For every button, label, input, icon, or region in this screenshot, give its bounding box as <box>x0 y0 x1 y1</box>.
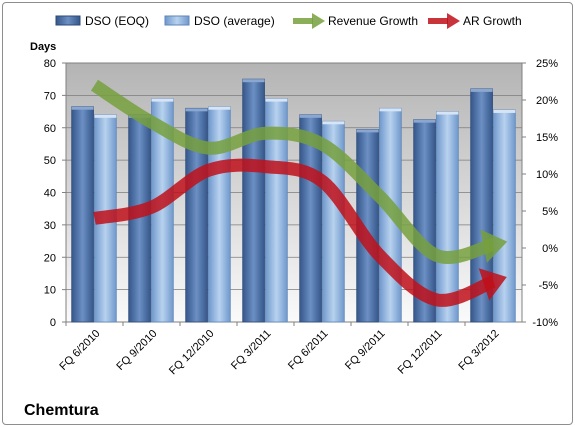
y-left-tick-label: 0 <box>50 317 56 329</box>
y-right-tick-label: 5% <box>542 206 558 218</box>
y-right-tick-label: 0% <box>542 243 558 255</box>
x-tick-label: FQ 9/2011 <box>343 328 388 373</box>
legend-label: Revenue Growth <box>328 14 418 28</box>
y-right-tick-label: -10% <box>532 317 558 329</box>
bar-dso-eoq <box>71 106 94 323</box>
y-left-tick-label: 30 <box>44 220 56 232</box>
bar-cap <box>322 121 345 125</box>
bar-cap <box>379 108 402 112</box>
y-right-tick-label: 10% <box>536 169 558 181</box>
revenue-growth-arrowhead <box>480 229 508 263</box>
bar-cap <box>299 114 322 118</box>
bar-cap <box>436 111 459 115</box>
growth-lines <box>90 79 508 307</box>
y-right-tick-label: -5% <box>538 280 558 292</box>
y-left-tick-label: 50 <box>44 155 56 167</box>
legend-label: DSO (EOQ) <box>85 14 149 28</box>
bar-cap <box>208 106 231 110</box>
bar-cap <box>413 119 436 123</box>
bar-cap <box>185 108 208 112</box>
bar-dso-average <box>436 111 459 323</box>
x-tick-label: FQ 12/2011 <box>396 328 445 377</box>
y-left-tick-label: 40 <box>44 188 56 200</box>
bar-cap <box>151 98 174 102</box>
ar-growth-arrowhead <box>478 268 507 301</box>
bar-cap <box>94 114 117 118</box>
y-right-tick-label: 20% <box>536 95 558 107</box>
bar-cap <box>470 88 493 92</box>
y-left-tick-label: 60 <box>44 123 56 135</box>
x-tick-label: FQ 3/2012 <box>456 328 501 373</box>
y-right-tick-label: 15% <box>536 132 558 144</box>
y-right-tick-label: 25% <box>536 58 558 70</box>
bar-dso-eoq <box>242 78 265 323</box>
bar-cap <box>71 106 94 110</box>
revenue-growth-line <box>90 79 496 264</box>
legend-label: DSO (average) <box>194 14 275 28</box>
y-left-tick-label: 10 <box>44 285 56 297</box>
x-tick-label: FQ 9/2010 <box>114 328 159 373</box>
bar-cap <box>493 109 516 113</box>
legend-swatch <box>55 15 81 26</box>
legend-swatch <box>164 15 190 26</box>
company-label: Chemtura <box>24 402 99 419</box>
x-tick-label: FQ 12/2010 <box>167 328 217 378</box>
bar-cap <box>356 129 379 133</box>
y-axis-left-title: Days <box>30 41 56 53</box>
y-left-tick-label: 80 <box>44 58 56 70</box>
ar-growth-line <box>93 158 496 307</box>
y-left-tick-label: 70 <box>44 90 56 102</box>
bar-cap <box>242 79 265 83</box>
x-tick-label: FQ 6/2011 <box>286 328 331 373</box>
x-tick-label: FQ 6/2010 <box>57 328 102 373</box>
legend: DSO (EOQ) DSO (average) Revenue Growth AR G… <box>55 13 522 29</box>
legend-swatch-arrow <box>447 13 460 29</box>
x-tick-label: FQ 3/2011 <box>229 328 274 373</box>
bar-cap <box>265 98 288 102</box>
legend-label: AR Growth <box>463 14 522 28</box>
legend-swatch-arrow <box>312 13 325 29</box>
y-left-tick-label: 20 <box>44 252 56 264</box>
